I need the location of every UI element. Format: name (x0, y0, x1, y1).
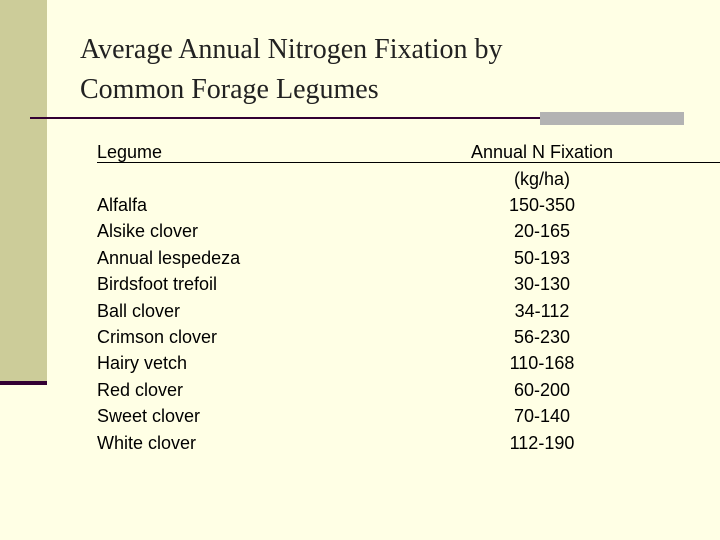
legume-name: Red clover (97, 379, 184, 400)
legume-name: Hairy vetch (97, 353, 188, 374)
legume-name: Alfalfa (97, 195, 148, 215)
legume-name: Annual lespedeza (97, 247, 241, 268)
legume-name: Sweet clover (97, 406, 201, 427)
fixation-range: 150-350 (508, 195, 576, 215)
column-header: Annual N Fixation (470, 142, 614, 162)
fixation-range: 110-168 (509, 353, 575, 374)
legume-name: Birdsfoot trefoil (97, 274, 218, 295)
accent-bar (540, 112, 684, 125)
title-rule (30, 117, 540, 119)
legume-name: Crimson clover (97, 327, 218, 347)
title: Average Annual Nitrogen Fixation by Comm… (80, 34, 503, 105)
fixation-range: 70-140 (513, 406, 571, 427)
side-bar (0, 0, 47, 382)
legume-name: Alsike clover (97, 221, 199, 242)
fixation-range: 34-112 (514, 300, 570, 321)
fixation-range: 20-165 (513, 221, 571, 242)
header-underline (97, 162, 440, 163)
column-unit: (kg/ha) (513, 169, 571, 189)
side-line (0, 381, 47, 385)
header-underline (440, 162, 720, 163)
legume-name: White clover (97, 432, 197, 453)
fixation-range: 60-200 (513, 379, 571, 400)
fixation-range: 50-193 (513, 247, 571, 268)
fixation-range: 30-130 (513, 274, 571, 295)
fixation-range: 56-230 (513, 327, 571, 347)
legume-name: Ball clover (97, 300, 181, 321)
column-header: Legume (97, 142, 163, 162)
fixation-range: 112-190 (509, 432, 575, 453)
